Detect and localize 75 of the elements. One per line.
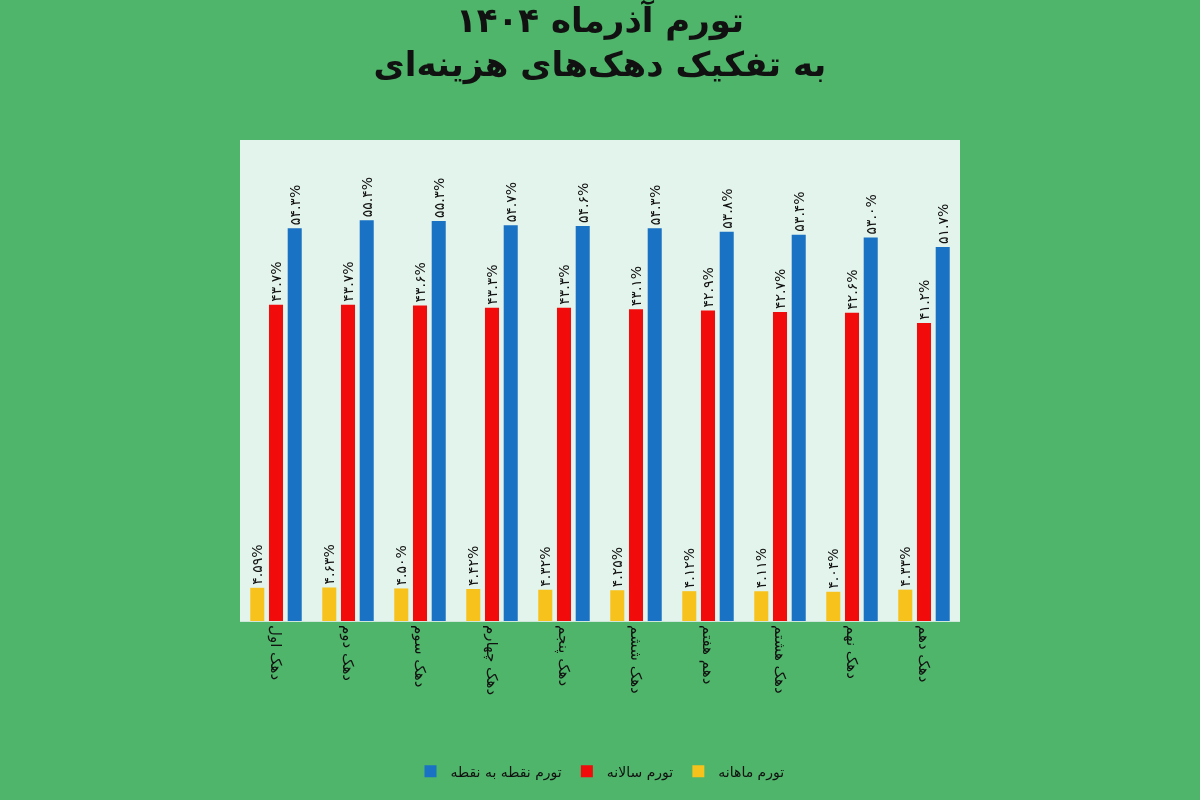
- data-label: ۵۴.۳%: [646, 184, 663, 226]
- bar: [412, 305, 428, 621]
- x-tick-label: دهک پنجم: [554, 625, 574, 687]
- bar: [538, 589, 553, 621]
- bar: [898, 589, 913, 621]
- x-tick-label: دهک ششم: [627, 625, 646, 694]
- data-label: ۴.۱۲%: [681, 547, 698, 589]
- data-label: ۵۵.۳%: [430, 177, 447, 218]
- legend-label: تورم سالانه: [606, 763, 674, 781]
- x-tick-label: دهک سوم: [411, 625, 430, 688]
- data-label: ۴.۲۵%: [609, 546, 626, 588]
- bar: [863, 237, 878, 621]
- bar: [484, 307, 500, 621]
- bar: [431, 220, 446, 621]
- data-label: ۴.۴۲%: [465, 545, 482, 587]
- bar: [466, 589, 481, 621]
- data-label: ۵۴.۳%: [286, 184, 303, 226]
- data-label: ۴۳.۷%: [268, 261, 284, 302]
- x-tick-label: دهک دهم: [915, 625, 934, 683]
- chart-title: تورم آذرماه ۱۴۰۴: [456, 0, 744, 41]
- bar: [322, 587, 337, 621]
- data-label: ۵۳.۸%: [718, 188, 735, 229]
- data-label: ۴۳.۱%: [628, 265, 644, 307]
- data-label: ۴.۳۳%: [897, 546, 914, 587]
- bar: [359, 220, 374, 621]
- bar: [556, 307, 572, 621]
- data-label: ۴۳.۳%: [556, 264, 572, 305]
- bar: [754, 591, 769, 621]
- data-label: ۴۳.۶%: [412, 262, 428, 303]
- data-label: ۴۱.۲%: [916, 279, 932, 320]
- data-label: ۵۱.۷%: [934, 203, 951, 244]
- data-label: ۵۳.۰%: [862, 194, 879, 235]
- data-label: ۴.۵۰%: [393, 545, 410, 586]
- bar: [700, 310, 716, 621]
- x-tick-label: دهک نهم: [843, 625, 862, 679]
- bar: [340, 304, 356, 621]
- x-tick-label: دهک دوم: [339, 625, 358, 681]
- bar: [772, 312, 788, 621]
- data-label: ۵۴.۷%: [502, 181, 519, 223]
- bar: [610, 590, 625, 621]
- bar: [791, 234, 806, 621]
- bar: [916, 322, 932, 621]
- data-label: ۴۳.۳%: [484, 264, 500, 305]
- x-tick-label: دهک چهارم: [483, 625, 502, 696]
- legend-label: تورم نقطه به نقطه: [450, 763, 562, 781]
- data-label: ۵۴.۶%: [574, 182, 591, 223]
- chart-subtitle: به تفکیک دهک‌های هزینه‌ای: [373, 44, 827, 86]
- x-tick-label: دهم هفتم: [699, 625, 718, 685]
- bar: [287, 228, 302, 621]
- bar: [647, 228, 662, 621]
- data-label: ۵۵.۴%: [358, 176, 375, 218]
- data-label: ۴۲.۹%: [700, 267, 716, 308]
- data-label: ۴.۳۲%: [537, 546, 554, 587]
- bar: [935, 246, 950, 621]
- bar: [682, 591, 697, 621]
- data-label: ۴.۵۹%: [249, 544, 266, 585]
- data-label: ۴.۶۳%: [321, 544, 338, 585]
- bar: [844, 312, 860, 621]
- data-label: ۴۳.۷%: [340, 261, 356, 302]
- bar: [503, 225, 518, 621]
- bar: [575, 225, 590, 621]
- x-tick-label: دهک هشتم: [771, 625, 790, 694]
- bar: [394, 588, 409, 621]
- bar: [826, 591, 841, 621]
- data-label: ۴.۱۱%: [753, 547, 770, 589]
- data-label: ۵۳.۴%: [790, 191, 807, 232]
- data-label: ۴۲.۶%: [844, 269, 860, 310]
- x-tick-label: دهک اول: [267, 625, 286, 681]
- legend-label: تورم ماهانه: [718, 763, 785, 781]
- bar: [628, 309, 644, 621]
- data-label: ۴.۰۴%: [825, 548, 842, 589]
- bar: [250, 587, 265, 621]
- data-label: ۴۲.۷%: [772, 268, 788, 310]
- bar: [719, 231, 734, 621]
- bar: [268, 304, 284, 621]
